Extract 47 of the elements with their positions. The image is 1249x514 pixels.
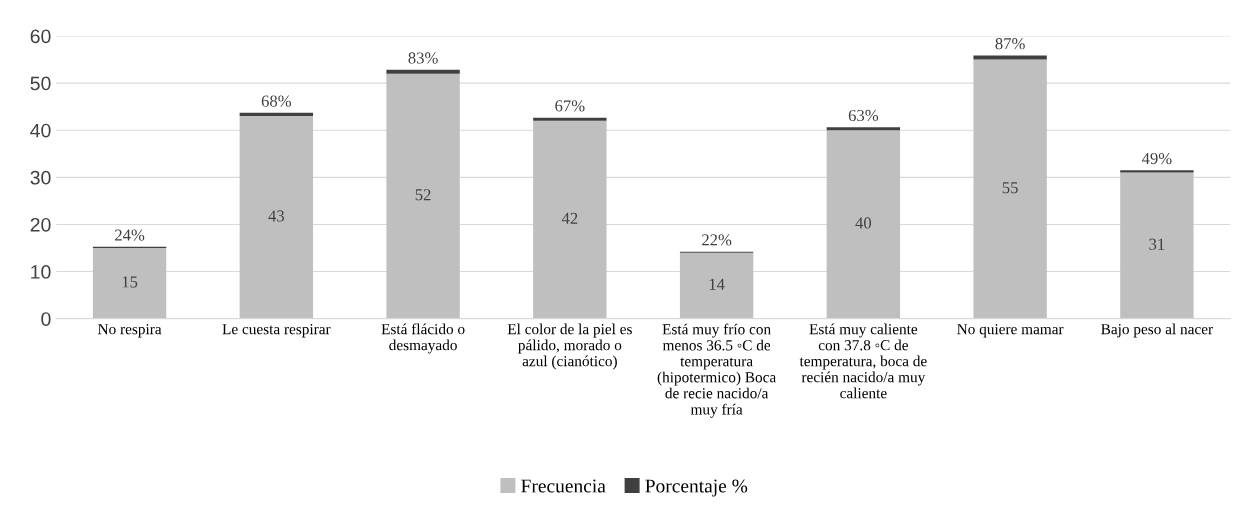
y-tick-label: 20 [30, 217, 51, 232]
y-tick-label: 0 [41, 312, 51, 326]
data-label: 31 [1149, 238, 1165, 250]
y-tick-label: 60 [30, 29, 51, 44]
bar [973, 59, 1047, 319]
data-label: 42 [561, 212, 578, 224]
bar [239, 112, 314, 117]
y-tick-label: 30 [30, 170, 51, 185]
data-label: 83% [408, 52, 438, 64]
data-label: 24% [115, 229, 145, 241]
data-label: 68% [261, 95, 292, 107]
x-tick-label: Le cuesta respirar [222, 324, 331, 338]
x-tick-label: Bajo peso al nacer [1101, 323, 1213, 338]
data-label: 67% [555, 100, 585, 112]
x-tick-label: El color de la piel es pálido, morado o azul (cianótico) [507, 323, 632, 370]
bar [386, 73, 460, 319]
bar [1120, 170, 1194, 173]
data-label: 55 [1002, 182, 1018, 194]
y-tick-label: 50 [30, 76, 51, 91]
data-label: 22% [702, 234, 732, 246]
bar [239, 116, 314, 319]
x-tick-label: Está muy frío con menos 36.5 ◦C de temperatura (hipotermico) Boca de recie nacido/a muy fría [657, 323, 777, 418]
data-label: 14 [709, 278, 725, 290]
data-label: 87% [995, 38, 1025, 50]
y-tick-label: 40 [30, 123, 51, 138]
bar [679, 252, 754, 319]
bar [826, 127, 901, 131]
data-label: 15 [122, 276, 138, 288]
y-tick-label: 10 [31, 265, 51, 279]
legend-label: Porcentaje % [645, 479, 748, 497]
bar [533, 117, 607, 121]
x-tick-label: No respira [97, 324, 162, 338]
bar [826, 130, 901, 319]
data-label: 52 [415, 189, 431, 201]
bar [1120, 172, 1194, 319]
x-tick-label: Está muy caliente con 37.8 ◦C de temperatura, boca de recién nacido/a muy caliente [799, 323, 927, 399]
bar [973, 55, 1047, 60]
x-tick-label: No quiere mamar [957, 324, 1064, 338]
legend-label: Frecuencia [521, 479, 606, 493]
bar [386, 69, 460, 74]
data-label: 43 [268, 210, 285, 222]
bar [533, 120, 607, 319]
data-label: 49% [1141, 152, 1172, 165]
bar [92, 248, 167, 319]
data-label: 40 [855, 217, 872, 229]
data-label: 63% [848, 109, 879, 122]
x-tick-label: Está flácido o desmayado [381, 323, 465, 354]
